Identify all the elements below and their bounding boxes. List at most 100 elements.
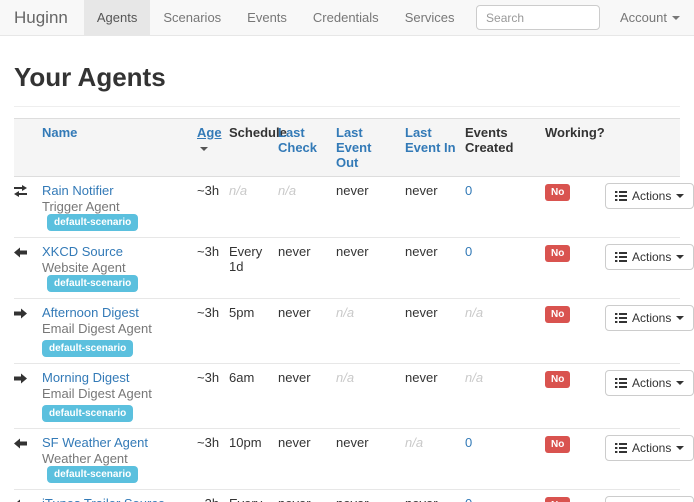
- scenario-badge[interactable]: default-scenario: [42, 340, 134, 357]
- cell-age: ~3h: [197, 489, 229, 502]
- actions-button[interactable]: Actions: [605, 435, 694, 461]
- cell-working: No: [545, 177, 605, 238]
- list-icon: [615, 443, 627, 453]
- navbar: Huginn Agents Scenarios Events Credentials S…: [0, 0, 694, 36]
- actions-button-label: Actions: [632, 189, 672, 203]
- nav-item-services[interactable]: Services: [404, 10, 455, 25]
- working-status-badge: No: [545, 497, 571, 502]
- cell-events-created: 0: [465, 489, 545, 502]
- column-header-last-event-out[interactable]: Last Event Out: [336, 118, 405, 177]
- scenario-badge[interactable]: default-scenario: [47, 214, 139, 231]
- cell-working: No: [545, 489, 605, 502]
- cell-last-event-in: never: [405, 298, 465, 364]
- cell-events-created: 0: [465, 428, 545, 490]
- arrow-left-icon: [14, 498, 27, 502]
- table-row: Morning Digest Email Digest Agent default-…: [14, 363, 694, 429]
- caret-down-icon: [676, 255, 685, 259]
- search-input[interactable]: [476, 5, 601, 30]
- arrow-right-icon: [14, 372, 27, 387]
- agent-type-label: Trigger Agent: [42, 199, 120, 214]
- cell-working: No: [545, 298, 605, 364]
- scenario-badge[interactable]: default-scenario: [47, 466, 139, 483]
- agents-table: Name Age Schedule Last Check Last Event Out L…: [14, 118, 694, 502]
- actions-button-label: Actions: [632, 376, 672, 390]
- brand-logo[interactable]: Huginn: [14, 7, 68, 27]
- cell-working: No: [545, 363, 605, 429]
- arrow-left-icon: [14, 437, 27, 452]
- caret-down-icon: [676, 446, 685, 450]
- nav-item-events[interactable]: Events: [247, 10, 287, 25]
- scenario-badge[interactable]: default-scenario: [47, 275, 139, 292]
- cell-actions: Actions: [605, 177, 694, 238]
- column-header-last-check[interactable]: Last Check: [278, 118, 336, 177]
- agent-name-link[interactable]: Afternoon Digest: [42, 305, 139, 320]
- cell-schedule: 10pm: [229, 428, 278, 490]
- events-created-link[interactable]: 0: [465, 496, 472, 502]
- arrow-right-icon: [14, 307, 27, 322]
- main-content: Your Agents Name Age Schedule Last Check Las…: [0, 62, 694, 502]
- cell-last-event-out: never: [336, 489, 405, 502]
- agent-name-link[interactable]: XKCD Source: [42, 244, 123, 259]
- events-created-link[interactable]: 0: [465, 183, 473, 198]
- cell-direction: [14, 298, 42, 364]
- cell-age: ~3h: [197, 298, 229, 364]
- cell-schedule: n/a: [229, 183, 248, 198]
- caret-down-icon: [676, 316, 685, 320]
- actions-button-label: Actions: [632, 441, 672, 455]
- cell-schedule: 5pm: [229, 298, 278, 364]
- column-header-working: Working?: [545, 118, 605, 177]
- actions-button[interactable]: Actions: [605, 496, 694, 502]
- agent-type-label: Website Agent: [42, 260, 126, 275]
- column-header-events-created: Events Created: [465, 118, 545, 177]
- cell-last-event-out: never: [336, 428, 405, 490]
- cell-name: Afternoon Digest Email Digest Agent defaul…: [42, 298, 197, 364]
- account-menu[interactable]: Account: [600, 10, 694, 25]
- cell-events-created: 0: [465, 237, 545, 299]
- list-icon: [615, 313, 627, 323]
- actions-button[interactable]: Actions: [605, 183, 694, 209]
- cell-name: Morning Digest Email Digest Agent default-…: [42, 363, 197, 429]
- agent-type-label: Email Digest Agent: [42, 386, 152, 401]
- account-label: Account: [620, 10, 667, 25]
- scenario-badge[interactable]: default-scenario: [42, 405, 134, 422]
- cell-last-event-in: never: [405, 183, 438, 198]
- events-created-link[interactable]: 0: [465, 244, 473, 259]
- cell-name: SF Weather Agent Weather Agentdefault-sce…: [42, 428, 197, 490]
- cell-direction: [14, 428, 42, 490]
- cell-last-event-out: n/a: [336, 298, 405, 364]
- cell-name: Rain Notifier Trigger Agentdefault-scenar…: [42, 177, 197, 238]
- divider: [14, 106, 680, 107]
- column-header-age[interactable]: Age: [197, 118, 229, 177]
- actions-button[interactable]: Actions: [605, 244, 694, 270]
- cell-direction: [14, 489, 42, 502]
- actions-button-label: Actions: [632, 311, 672, 325]
- cell-last-check: never: [278, 237, 336, 299]
- nav-item-scenarios[interactable]: Scenarios: [163, 10, 222, 25]
- agent-name-link[interactable]: Rain Notifier: [42, 183, 114, 198]
- cell-name: XKCD Source Website Agentdefault-scenario: [42, 237, 197, 299]
- list-icon: [615, 252, 627, 262]
- table-header-row: Name Age Schedule Last Check Last Event Out L…: [14, 118, 680, 177]
- page-title: Your Agents: [14, 62, 166, 92]
- cell-last-event-out: n/a: [336, 363, 405, 429]
- working-status-badge: No: [545, 306, 571, 323]
- agent-name-link[interactable]: SF Weather Agent: [42, 435, 148, 450]
- cell-last-event-out: never: [336, 183, 369, 198]
- list-icon: [615, 191, 627, 201]
- sort-caret-icon: [200, 146, 208, 151]
- events-created-link[interactable]: 0: [465, 435, 473, 450]
- nav-item-agents[interactable]: Agents: [83, 0, 151, 35]
- cell-last-event-in: n/a: [405, 428, 465, 490]
- column-header-last-event-in[interactable]: Last Event In: [405, 118, 465, 177]
- agent-name-link[interactable]: Morning Digest: [42, 370, 130, 385]
- actions-button[interactable]: Actions: [605, 305, 694, 331]
- nav-item-credentials[interactable]: Credentials: [312, 10, 379, 25]
- agent-name-link[interactable]: iTunes Trailer Source: [42, 496, 165, 502]
- cell-direction: [14, 177, 42, 238]
- cell-last-event-in: never: [405, 363, 465, 429]
- column-header-name[interactable]: Name: [42, 118, 197, 177]
- cell-direction: [14, 237, 42, 299]
- actions-button[interactable]: Actions: [605, 370, 694, 396]
- navbar-items: Agents Scenarios Events Credentials Services: [83, 0, 468, 35]
